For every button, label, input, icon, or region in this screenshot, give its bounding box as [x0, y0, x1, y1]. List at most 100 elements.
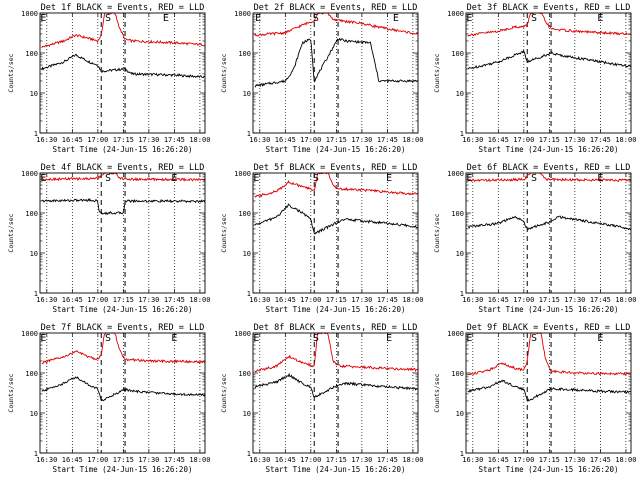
event-marker-label: E [597, 333, 603, 344]
event-marker-label: S [531, 333, 537, 344]
x-tick-label: 16:30 [462, 296, 483, 304]
event-marker-label: E [597, 173, 603, 184]
plot-frame [252, 12, 419, 134]
x-axis-label: Start Time (24-Jun-15 16:26:20) [479, 465, 619, 474]
x-tick-label: 16:45 [488, 136, 509, 144]
x-tick-label: 16:30 [462, 456, 483, 464]
chart-title: Det 8f BLACK = Events, RED = LLD [254, 323, 418, 333]
y-tick-label: 10 [456, 250, 464, 258]
y-tick-label: 100 [451, 370, 464, 378]
x-tick-label: 17:00 [300, 296, 321, 304]
y-tick-label: 1 [34, 290, 38, 298]
x-tick-label: 17:15 [113, 456, 134, 464]
event-marker-label: E [255, 13, 261, 24]
chart-title: Det 5f BLACK = Events, RED = LLD [254, 163, 418, 173]
x-tick-label: 17:15 [539, 136, 560, 144]
x-tick-label: 18:00 [615, 136, 636, 144]
y-tick-label: 1 [247, 290, 251, 298]
y-tick-label: 1 [460, 290, 464, 298]
series-line-lld [41, 12, 205, 49]
x-tick-label: 18:00 [402, 136, 423, 144]
y-tick-label: 10 [243, 410, 251, 418]
x-tick-label: 17:45 [377, 136, 398, 144]
y-tick-label: 1000 [447, 170, 464, 178]
y-tick-label: 1000 [234, 330, 251, 338]
series-line-lld [467, 172, 631, 183]
y-tick-label: 1000 [21, 170, 38, 178]
chart-panel-1: Det 1f BLACK = Events, RED = LLD Counts/s… [7, 3, 210, 154]
y-tick-label: 100 [238, 50, 251, 58]
y-tick-label: 1000 [447, 330, 464, 338]
x-tick-label: 17:45 [590, 136, 611, 144]
x-tick-label: 17:15 [539, 296, 560, 304]
y-tick-label: 10 [243, 250, 251, 258]
x-tick-label: 17:30 [351, 296, 372, 304]
x-axis-label: Start Time (24-Jun-15 16:26:20) [53, 145, 193, 154]
x-tick-label: 17:00 [513, 296, 534, 304]
y-tick-label: 10 [30, 410, 38, 418]
event-marker-label: S [531, 13, 537, 24]
event-marker-label: S [105, 13, 111, 24]
x-tick-label: 16:45 [62, 296, 83, 304]
x-tick-label: 18:00 [189, 296, 210, 304]
x-tick-label: 16:30 [462, 136, 483, 144]
series-line-events [41, 198, 206, 216]
x-tick-label: 17:30 [138, 296, 159, 304]
x-tick-label: 17:30 [564, 456, 585, 464]
event-marker-label: E [386, 333, 392, 344]
x-tick-label: 17:45 [590, 456, 611, 464]
y-tick-label: 100 [238, 370, 251, 378]
x-tick-label: 16:45 [488, 296, 509, 304]
x-tick-label: 17:00 [513, 136, 534, 144]
series-line-lld [254, 332, 419, 373]
event-marker-label: E [171, 333, 177, 344]
x-tick-label: 16:45 [275, 456, 296, 464]
x-tick-label: 16:45 [488, 456, 509, 464]
y-axis-label: Counts/sec [7, 373, 15, 412]
series-line-lld [41, 332, 206, 365]
x-tick-label: 17:30 [351, 456, 372, 464]
plot-frame [39, 172, 206, 294]
x-tick-label: 16:30 [249, 296, 270, 304]
x-tick-label: 17:45 [377, 456, 398, 464]
x-tick-label: 17:15 [539, 456, 560, 464]
event-marker-label: E [253, 173, 259, 184]
y-axis-label: Counts/sec [220, 213, 228, 252]
y-tick-label: 100 [25, 50, 38, 58]
chart-panel-2: Det 2f BLACK = Events, RED = LLD Counts/s… [220, 3, 423, 154]
chart-panel-3: Det 3f BLACK = Events, RED = LLD Counts/s… [433, 3, 636, 154]
y-tick-label: 10 [456, 90, 464, 98]
event-marker-label: E [597, 13, 603, 24]
y-tick-label: 10 [30, 90, 38, 98]
y-axis-label: Counts/sec [433, 53, 441, 92]
x-tick-label: 17:15 [326, 456, 347, 464]
plot-frame [252, 172, 419, 294]
plot-frame [465, 332, 632, 454]
y-tick-label: 100 [451, 210, 464, 218]
x-tick-label: 17:30 [564, 136, 585, 144]
x-tick-label: 17:15 [326, 136, 347, 144]
x-tick-label: 17:45 [377, 296, 398, 304]
x-tick-label: 17:00 [300, 456, 321, 464]
series-line-events [41, 376, 206, 402]
chart-panel-8: Det 8f BLACK = Events, RED = LLD Counts/s… [220, 323, 423, 474]
x-tick-label: 16:30 [249, 136, 270, 144]
event-marker-label: E [466, 13, 472, 24]
x-tick-label: 18:00 [402, 456, 423, 464]
x-tick-label: 17:45 [164, 296, 185, 304]
chart-panel-7: Det 7f BLACK = Events, RED = LLD Counts/s… [7, 323, 210, 474]
y-tick-label: 10 [30, 250, 38, 258]
x-axis-label: Start Time (24-Jun-15 16:26:20) [266, 305, 406, 314]
y-tick-label: 1000 [234, 170, 251, 178]
x-tick-label: 17:30 [564, 296, 585, 304]
event-marker-label: E [40, 333, 46, 344]
y-tick-label: 1000 [21, 330, 38, 338]
event-marker-label: S [105, 173, 111, 184]
event-marker-label: S [313, 333, 319, 344]
y-axis-label: Counts/sec [7, 213, 15, 252]
chart-title: Det 6f BLACK = Events, RED = LLD [467, 163, 631, 173]
x-tick-label: 16:45 [62, 456, 83, 464]
chart-title: Det 9f BLACK = Events, RED = LLD [467, 323, 631, 333]
x-tick-label: 16:30 [36, 456, 57, 464]
